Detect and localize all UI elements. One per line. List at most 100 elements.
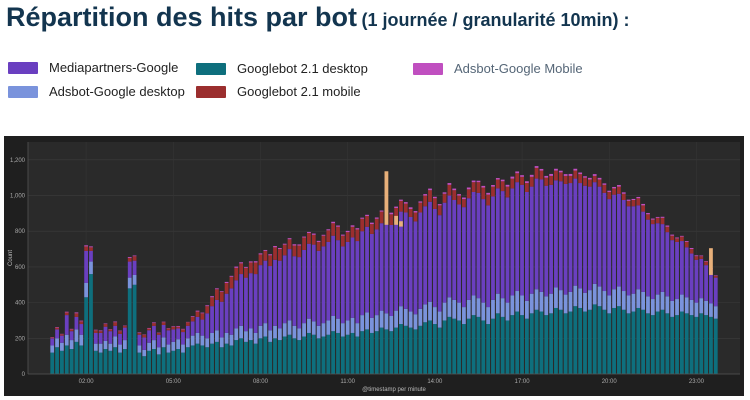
bar-segment-adsbot-mobile [476,180,481,183]
bar-segment-adsbot-mobile [98,330,103,332]
bar-segment-adsbot-mobile [413,211,418,213]
bar-segment-adsbot-mobile [675,237,679,239]
bar-segment-adsbot-mobile [69,328,74,330]
bar-segment-adsbot-mobile [713,275,718,276]
bar-segment-googlebot-desktop [549,313,553,374]
bar-segment-adsbot-desktop [510,295,515,316]
bar-segment-adsbot-desktop [549,293,553,314]
bar-segment-adsbot-mobile [583,176,587,178]
bar-segment-adsbot-desktop [520,295,524,316]
bar-segment-adsbot-mobile [408,207,413,209]
bar-segment-adsbot-mobile [277,248,282,250]
bar-segment-adsbot-desktop [64,334,69,346]
bar-segment-googlebot-desktop [689,315,694,374]
bar-segment-mediapartners [413,221,418,315]
bar-segment-googlebot-mobile [297,245,302,258]
legend-item-googlebot-mobile: Googlebot 2.1 mobile [196,84,361,99]
bar-segment-googlebot-mobile [462,199,466,208]
bar-segment-adsbot-mobile [79,320,84,322]
bar-segment-adsbot-mobile [350,225,355,227]
bar-segment-googlebot-mobile [205,306,210,314]
bar-segment-adsbot-desktop [161,337,166,348]
title-main: Répartition des hits par bot [6,2,358,32]
bar-segment-mediapartners [132,260,137,275]
bar-segment-googlebot-desktop [403,325,408,374]
bar-segment-googlebot-mobile [277,249,282,261]
bar-segment-googlebot-mobile [675,238,679,242]
legend-swatch-adsbot-desktop [8,85,38,98]
bar-segment-mediapartners [229,288,234,335]
bar-segment-googlebot-mobile [432,198,437,209]
bar-segment-googlebot-mobile [558,172,563,182]
bar-segment-googlebot-desktop [529,313,534,374]
bar-segment-adsbot-desktop [646,296,650,314]
bar-segment-adsbot-desktop [277,328,282,341]
bar-segment-googlebot-desktop [93,350,98,374]
bar-segment-adsbot-desktop [205,338,210,348]
bar-segment-googlebot-mobile [621,193,626,200]
bar-segment-googlebot-desktop [360,331,365,374]
bar-segment-adsbot-desktop [684,297,689,314]
bar-segment-adsbot-desktop [379,310,384,328]
bar-segment-adsbot-desktop [384,313,389,330]
bar-segment-googlebot-desktop [176,349,181,374]
bar-segment-googlebot-desktop [675,315,679,374]
bar-segment-adsbot-mobile [370,222,374,225]
bar-segment-mediapartners [287,249,292,321]
bar-segment-adsbot-desktop [592,283,597,305]
bar-segment-mediapartners [219,301,224,338]
bar-segment-adsbot-mobile [219,291,224,292]
bar-segment-mediapartners [549,184,553,294]
bar-segment-adsbot-mobile [694,255,699,257]
bar-segment-googlebot-mobile [583,177,587,186]
bar-segment-adsbot-desktop [93,343,98,351]
bar-segment-mediapartners [127,261,132,278]
bar-segment-adsbot-desktop [689,299,694,316]
bar-segment-adsbot-desktop [268,330,273,342]
bar-segment-adsbot-mobile [510,176,515,179]
bar-segment-googlebot-desktop [147,350,151,374]
bar-segment-googlebot-mobile [224,282,229,294]
bar-segment-adsbot-desktop [466,299,471,319]
bar-segment-googlebot-mobile [447,184,452,196]
bar-segment-adsbot-desktop [389,316,394,332]
bar-segment-adsbot-desktop [563,294,568,314]
bar-segment-mediapartners [224,293,229,333]
bar-segment-mediapartners [418,212,423,309]
bar-segment-mediapartners [525,191,529,301]
bar-segment-googlebot-desktop [268,341,273,374]
bar-segment-googlebot-mobile [152,323,156,326]
bar-segment-googlebot-desktop [554,307,558,374]
bar-segment-mediapartners [302,249,306,324]
bar-segment-googlebot-mobile [631,200,636,207]
bar-segment-googlebot-mobile [365,216,369,227]
bar-segment-googlebot-desktop [287,334,292,374]
bar-segment-googlebot-desktop [122,349,127,374]
bar-segment-mediapartners [650,224,655,300]
bar-segment-googlebot-desktop [418,325,423,374]
bar-segment-googlebot-mobile [403,203,408,213]
bar-segment-mediapartners [50,338,55,346]
bar-segment-adsbot-mobile [89,246,93,248]
bar-segment-googlebot-mobile [370,224,374,234]
bar-segment-googlebot-mobile [287,239,292,250]
bar-segment-adsbot-desktop [156,347,161,355]
bar-segment-googlebot-desktop [365,329,369,374]
bar-segment-adsbot-desktop [60,342,64,351]
legend-item-adsbot-desktop: Adsbot-Google desktop [8,84,185,99]
legend-label: Googlebot 2.1 desktop [237,61,368,76]
bar-segment-adsbot-mobile [505,184,510,187]
bar-segment-adsbot-desktop [462,307,466,325]
bar-segment-adsbot-mobile [258,253,263,255]
bar-segment-googlebot-desktop [345,334,350,374]
bar-segment-googlebot-desktop [195,343,200,374]
bar-segment-mediapartners [292,256,297,326]
bar-segment-adsbot-desktop [544,296,549,316]
bar-segment-googlebot-mobile [103,324,108,327]
bar-segment-mediapartners [384,224,389,314]
bar-segment-googlebot-mobile [93,330,98,333]
bar-segment-mediapartners [665,232,670,297]
bar-segment-adsbot-desktop [423,304,428,323]
bar-segment-adsbot-desktop [491,299,495,319]
bar-segment-googlebot-desktop [248,340,253,374]
